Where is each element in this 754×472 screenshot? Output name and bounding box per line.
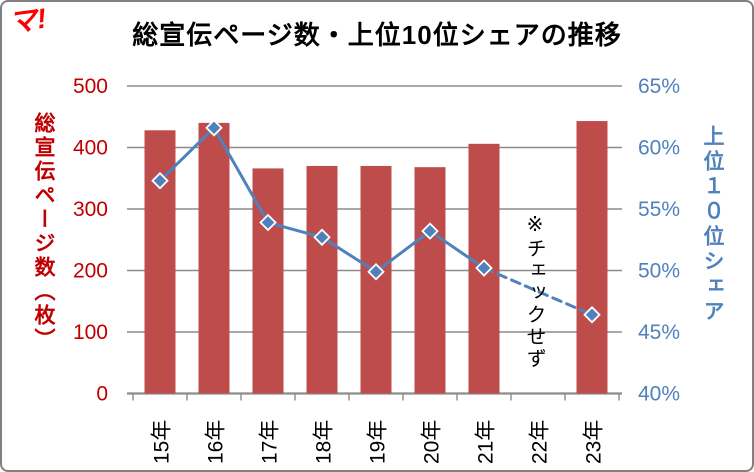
- line-marker-23年: [583, 306, 601, 324]
- line-marker-21年: [475, 259, 493, 277]
- line-segment-dashed: [482, 266, 594, 317]
- right-tick-label: 50%: [638, 260, 680, 283]
- right-tick-label: 45%: [638, 321, 680, 344]
- right-tick-label: 60%: [638, 137, 680, 160]
- bar-16年: [198, 122, 230, 394]
- left-tick-label: 400: [73, 137, 108, 160]
- bar-20年: [414, 167, 446, 394]
- x-label-22年: 22年: [529, 420, 552, 464]
- x-label-17年: 17年: [259, 420, 282, 464]
- line-segment: [212, 126, 270, 225]
- line-marker-19年: [367, 262, 385, 281]
- line-segment: [374, 229, 432, 274]
- right-tick-label: 55%: [638, 198, 680, 221]
- left-tick-label: 100: [73, 321, 108, 344]
- right-tick-label: 40%: [638, 383, 680, 406]
- x-label-21年: 21年: [475, 420, 498, 464]
- left-tick-label: 300: [73, 198, 108, 221]
- left-tick-label: 500: [73, 75, 108, 98]
- line-marker-17年: [259, 213, 277, 232]
- line-segment: [266, 221, 324, 239]
- line-segment: [320, 235, 378, 274]
- x-label-18年: 18年: [313, 420, 336, 464]
- line-marker-16年: [205, 119, 223, 137]
- line-marker-15年: [151, 171, 169, 190]
- line-marker-20年: [421, 222, 439, 240]
- right-axis-title: 上位１０位シェア: [701, 125, 724, 325]
- left-tick-label: 0: [96, 383, 108, 406]
- left-axis-title: 総宣伝ページ数（枚）: [32, 112, 55, 352]
- x-label-16年: 16年: [205, 420, 228, 464]
- x-label-23年: 23年: [583, 420, 606, 464]
- bar-23年: [576, 121, 608, 394]
- bar-18年: [306, 165, 338, 394]
- line-marker-18年: [313, 228, 331, 247]
- line-segment: [428, 229, 486, 270]
- right-tick-label: 65%: [638, 75, 680, 98]
- left-tick-label: 200: [73, 260, 108, 283]
- x-label-20年: 20年: [421, 420, 444, 464]
- no-data-annotation: ※チェックせず: [523, 212, 545, 370]
- x-label-15年: 15年: [151, 420, 174, 464]
- chart-title: 総宣伝ページ数・上位10位シェアの推移: [132, 20, 622, 50]
- line-segment: [158, 126, 216, 183]
- x-label-19年: 19年: [367, 420, 390, 464]
